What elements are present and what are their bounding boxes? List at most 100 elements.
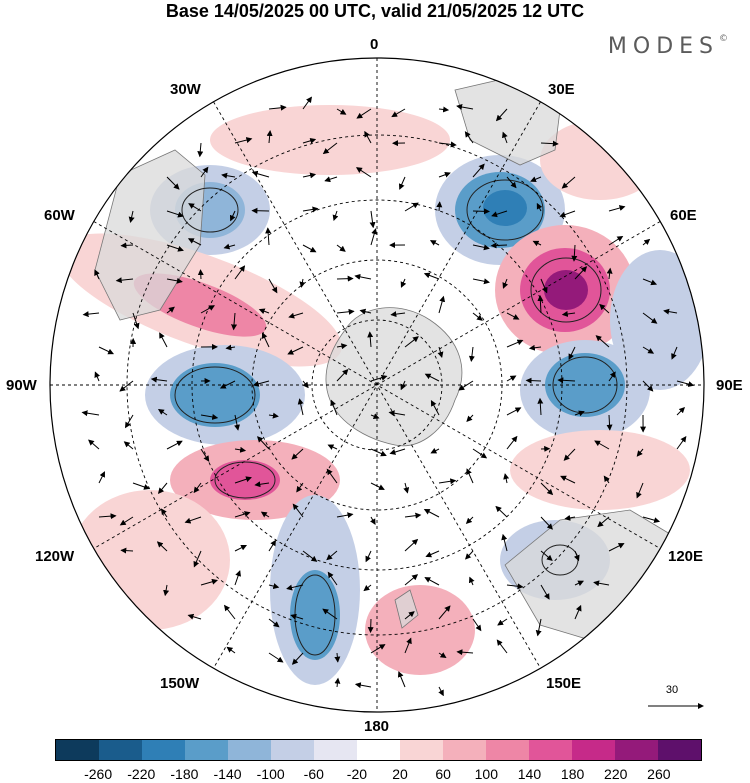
- wind-vector: [302, 206, 319, 213]
- wind-vector: [336, 368, 349, 382]
- wind-vector: [163, 584, 170, 597]
- wind-vector: [302, 380, 309, 389]
- colorbar-segment: [486, 740, 529, 760]
- wind-vector: [676, 435, 687, 450]
- wind-vector: [291, 652, 304, 665]
- wind-vector: [266, 130, 273, 144]
- wind-vector: [193, 482, 202, 494]
- wind-vector: [354, 682, 372, 689]
- wind-vector: [120, 242, 134, 249]
- wind-vector: [608, 543, 625, 552]
- wind-vector: [608, 371, 616, 382]
- wind-vector: [291, 448, 304, 460]
- wind-vector: [302, 550, 318, 562]
- wind-vector: [502, 131, 508, 144]
- wind-vector: [187, 613, 202, 620]
- wind-vector: [324, 176, 338, 183]
- wind-vector: [252, 380, 270, 387]
- wind-vector: [642, 238, 651, 246]
- wind-vector: [642, 312, 658, 324]
- wind-vector: [506, 312, 520, 320]
- colorbar-tick-label: -100: [256, 766, 285, 782]
- wind-vector: [537, 295, 544, 314]
- wind-vector: [506, 176, 517, 189]
- colorbar-tick-label: -180: [170, 766, 199, 782]
- wind-vector: [472, 163, 485, 178]
- wind-vector: [200, 413, 219, 420]
- wind-vector: [506, 339, 524, 348]
- wind-vector: [355, 167, 372, 178]
- wind-vector: [404, 202, 419, 212]
- colorbar-segment: [99, 740, 142, 760]
- wind-vector: [132, 312, 140, 330]
- colorbar-tick-label: -220: [127, 766, 156, 782]
- wind-vector: [423, 509, 440, 518]
- wind-vector: [124, 414, 134, 429]
- wind-vector: [456, 104, 474, 110]
- wind-vector: [425, 550, 440, 558]
- lon-label-120e: 120E: [668, 548, 704, 565]
- wind-vector: [336, 108, 347, 115]
- wind-vector: [496, 639, 508, 654]
- wind-vector: [608, 235, 624, 246]
- colorbar-segment: [142, 740, 185, 760]
- wind-vector: [671, 346, 678, 360]
- brand-text: MODES: [607, 34, 719, 59]
- wind-vector: [502, 278, 509, 289]
- wind-vector: [403, 482, 410, 494]
- wind-vector: [571, 244, 578, 262]
- wind-vector: [506, 435, 518, 450]
- wind-vector: [535, 618, 542, 637]
- wind-vector: [466, 468, 474, 484]
- wind-vector: [268, 278, 278, 294]
- wind-vector: [506, 583, 524, 590]
- colorbar-segment: [615, 740, 658, 760]
- wind-vector: [557, 377, 576, 384]
- colorbar-segment: [314, 740, 357, 760]
- wind-vector: [302, 96, 312, 110]
- lon-label-60e: 60E: [670, 207, 697, 224]
- landmasses: [94, 74, 681, 641]
- wind-vector: [234, 570, 242, 586]
- wind-vector: [367, 618, 374, 634]
- wind-vector: [88, 439, 100, 450]
- wind-vector: [225, 344, 236, 351]
- lon-label-180: 180: [364, 718, 390, 735]
- wind-vector: [468, 346, 475, 362]
- map-boundary: [49, 57, 705, 713]
- wind-vector: [332, 210, 339, 222]
- wind-vector: [367, 331, 374, 348]
- wind-vector: [98, 346, 115, 355]
- wind-vector: [636, 482, 644, 499]
- colorbar-tick-label: -20: [346, 766, 368, 782]
- wind-vector: [302, 172, 317, 179]
- wind-vector: [574, 580, 585, 587]
- wind-vector: [561, 310, 576, 317]
- wind-vector: [356, 108, 372, 119]
- wind-vector: [424, 577, 440, 586]
- wind-vector: [525, 377, 542, 384]
- wind-vector: [157, 408, 168, 416]
- wind-vector: [497, 618, 508, 626]
- wind-vector: [465, 516, 474, 525]
- wind-vector: [200, 578, 218, 586]
- wind-vector: [363, 584, 372, 592]
- graticule: [50, 58, 704, 712]
- wind-vector: [501, 533, 508, 552]
- wind-vector: [438, 652, 447, 659]
- wind-vector: [593, 580, 610, 587]
- colorbar-tick-label: 220: [604, 766, 628, 782]
- wind-vector: [200, 305, 215, 314]
- wind-vector: [364, 130, 372, 144]
- wind-vector: [438, 686, 444, 697]
- wind-vector: [404, 336, 419, 348]
- wind-vector: [166, 306, 175, 314]
- colorbar-segment: [357, 740, 400, 760]
- colorbar: [55, 739, 702, 761]
- wind-vector: [491, 210, 508, 218]
- wind-vector: [94, 371, 101, 382]
- wind-vector: [359, 308, 372, 315]
- wind-vector: [506, 407, 522, 416]
- wind-vector: [595, 335, 610, 348]
- wind-vector: [574, 410, 585, 417]
